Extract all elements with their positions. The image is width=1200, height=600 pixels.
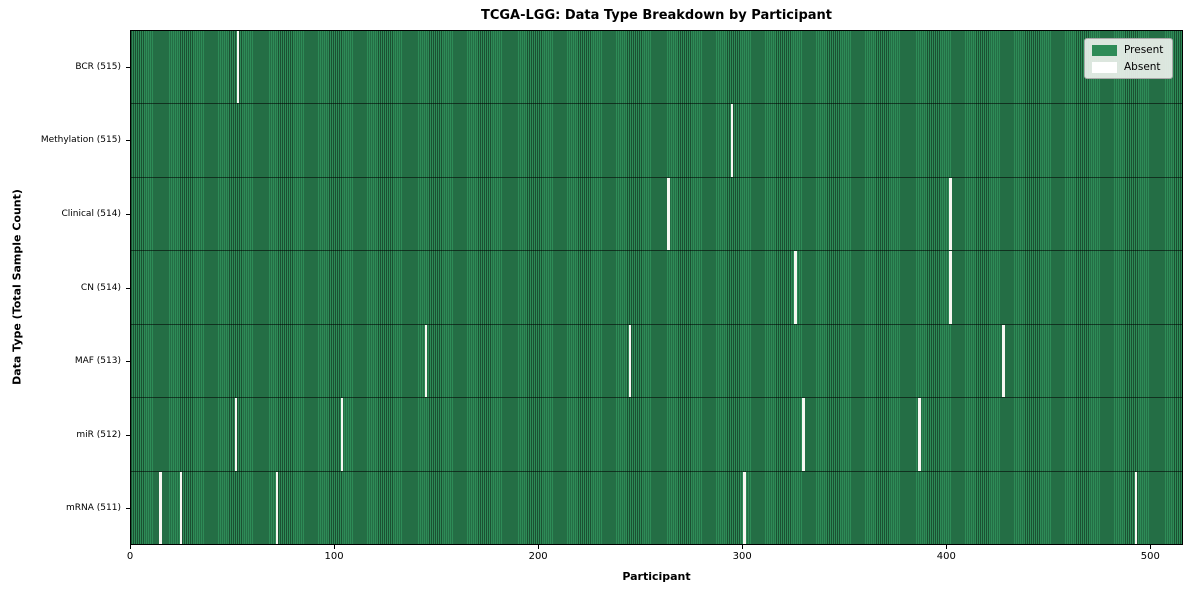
absent-marker: [730, 104, 734, 177]
x-tick-label: 400: [936, 551, 956, 562]
y-tick-label: CN (514): [80, 282, 121, 293]
absent-marker: [628, 324, 632, 398]
y-tick-label: mRNA (511): [66, 503, 121, 514]
data-type-row-maf: [131, 324, 1182, 399]
y-tick-mark: [126, 434, 130, 436]
absent-marker: [949, 251, 952, 324]
x-tick-label: 500: [1140, 551, 1160, 562]
absent-marker: [159, 471, 162, 544]
legend-item-present: Present: [1092, 44, 1163, 56]
y-tick-mark: [126, 361, 130, 363]
absent-marker: [1002, 324, 1005, 398]
absent-marker: [234, 398, 238, 471]
x-tick-label: 0: [126, 551, 134, 562]
absent-marker: [667, 177, 670, 251]
x-tick-mark: [945, 545, 947, 549]
present-swatch-icon: [1092, 44, 1117, 56]
absent-marker: [340, 398, 344, 471]
absent-marker: [1134, 471, 1138, 544]
chart-title: TCGA-LGG: Data Type Breakdown by Partici…: [480, 8, 833, 23]
x-axis-ticks: 0 100 200 300 400 500: [126, 545, 1183, 575]
y-tick-label: Clinical (514): [61, 208, 121, 219]
y-tick-mark: [126, 140, 130, 142]
legend-label-absent: Absent: [1124, 61, 1161, 73]
x-tick-mark: [129, 545, 131, 549]
y-tick-label: miR (512): [76, 429, 121, 440]
legend-label-present: Present: [1124, 44, 1164, 56]
x-tick-mark: [741, 545, 743, 549]
data-type-row-methylation: [131, 104, 1182, 178]
x-tick-label: 300: [732, 551, 752, 562]
x-tick-label: 200: [528, 551, 548, 562]
y-tick-mark: [126, 213, 130, 215]
x-tick-label: 100: [324, 551, 344, 562]
x-tick-mark: [333, 545, 335, 549]
y-tick-label: BCR (515): [75, 61, 121, 72]
data-type-row-cn: [131, 251, 1182, 325]
x-tick-mark: [537, 545, 539, 549]
data-type-row-clinical: [131, 177, 1182, 252]
absent-marker: [424, 324, 428, 398]
data-type-row-mir: [131, 398, 1182, 472]
absent-marker: [236, 31, 240, 104]
absent-marker: [949, 177, 952, 251]
absent-marker: [802, 398, 805, 471]
y-tick-label: Methylation (515): [40, 135, 121, 146]
legend: Present Absent: [1084, 38, 1174, 79]
absent-marker: [918, 398, 921, 471]
absent-marker: [793, 251, 797, 324]
absent-marker: [179, 471, 183, 544]
data-type-row-bcr: [131, 31, 1182, 105]
plot-area: [130, 30, 1183, 545]
y-tick-mark: [126, 66, 130, 68]
absent-swatch-icon: [1092, 61, 1117, 73]
absent-marker: [742, 471, 746, 544]
legend-item-absent: Absent: [1092, 61, 1163, 73]
x-axis-label: Participant: [622, 570, 691, 583]
data-type-row-mrna: [131, 471, 1182, 544]
y-tick-mark: [126, 287, 130, 289]
absent-marker: [275, 471, 279, 544]
y-tick-label: MAF (513): [74, 356, 121, 367]
x-tick-mark: [1149, 545, 1151, 549]
y-tick-mark: [126, 508, 130, 510]
